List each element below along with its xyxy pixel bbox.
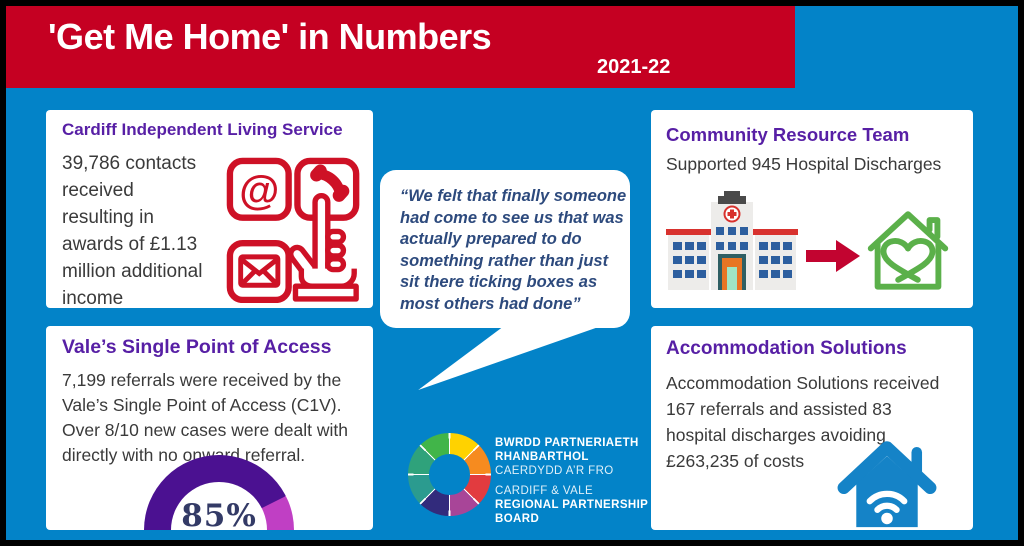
arrow-right-icon: [806, 240, 860, 272]
card-independent-living: Cardiff Independent Living Service 39,78…: [46, 110, 373, 308]
card-accommodation-solutions: Accommodation Solutions Accommodation So…: [651, 326, 973, 530]
card-body: Supported 945 Hospital Discharges: [666, 154, 942, 174]
percentage-gauge: 85%: [144, 455, 294, 530]
at-icon: [226, 157, 292, 221]
gauge-value: 85%: [181, 498, 257, 530]
card-body: 39,786 contacts received resulting in aw…: [62, 153, 203, 308]
card-single-point-access: Vale’s Single Point of Access 7,199 refe…: [46, 326, 373, 530]
envelope-glyph: [238, 254, 281, 288]
partnership-board-wordmark: BWRDD PARTNERIAETH RHANBARTHOL CAERDYDD …: [495, 437, 649, 525]
contact-icons: @: [226, 157, 360, 303]
partnership-colour-wheel-logo: [408, 433, 491, 516]
card-body: Accommodation Solutions received 167 ref…: [666, 373, 940, 471]
card-title: Vale’s Single Point of Access: [62, 336, 332, 358]
card-title: Cardiff Independent Living Service: [62, 120, 343, 139]
reporting-period: 2021-22: [597, 56, 671, 78]
hospital-icon: [666, 191, 798, 290]
house-heart-icon: [867, 211, 949, 290]
page-title: 'Get Me Home' in Numbers: [48, 16, 492, 57]
svg-text:@: @: [239, 167, 279, 213]
pointing-hand-icon: [288, 193, 359, 302]
envelope-icon: [226, 239, 292, 303]
card-title: Accommodation Solutions: [666, 338, 907, 359]
quote-text: “We felt that finally someone had come t…: [400, 187, 627, 313]
quote-bubble-tail: [418, 322, 613, 390]
phone-handset-glyph: [310, 164, 350, 202]
smart-home-wifi-icon: [837, 441, 937, 528]
header-banner: 'Get Me Home' in Numbers 2021-22: [6, 6, 795, 88]
card-community-resource: Community Resource Team Supported 945 Ho…: [651, 110, 973, 308]
card-body: 7,199 referrals were received by the Val…: [62, 370, 348, 465]
quote-bubble: “We felt that finally someone had come t…: [380, 170, 630, 328]
card-title: Community Resource Team: [666, 124, 910, 145]
